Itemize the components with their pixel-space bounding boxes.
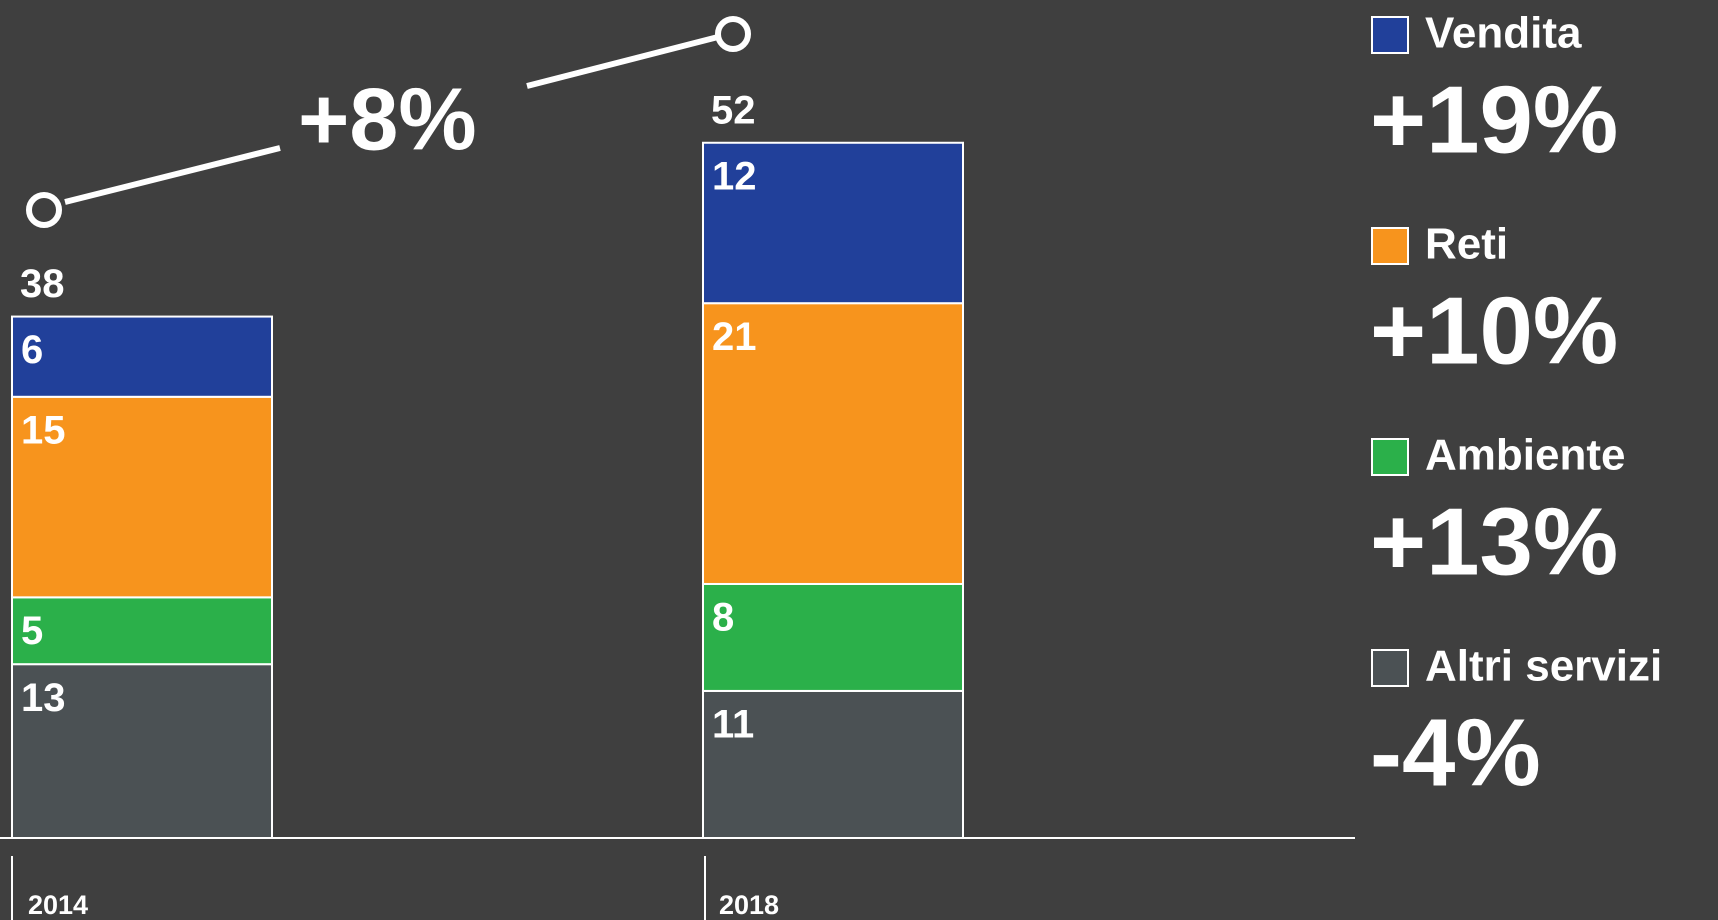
- legend-label: Reti: [1425, 220, 1508, 269]
- segment-label: 11: [712, 702, 754, 746]
- legend-label: Altri servizi: [1425, 642, 1662, 691]
- annotation: +8%: [298, 69, 477, 168]
- segment-label: 5: [21, 609, 43, 653]
- trend-point: [715, 16, 751, 52]
- bar-segment: [11, 395, 273, 599]
- legend-swatch: [1371, 438, 1409, 476]
- trend-line: [526, 34, 719, 89]
- legend-growth: +19%: [1370, 66, 1618, 173]
- bar-segment: [702, 141, 964, 305]
- legend-growth: +13%: [1370, 488, 1618, 595]
- segment-label: 15: [21, 408, 66, 452]
- x-tick-label: 2018: [719, 890, 779, 920]
- segment-label: 6: [21, 328, 43, 372]
- total-label: 52: [711, 88, 756, 132]
- legend-growth: -4%: [1370, 699, 1541, 806]
- legend-label: Ambiente: [1425, 431, 1625, 480]
- legend-swatch: [1371, 16, 1409, 54]
- legend-swatch: [1371, 649, 1409, 687]
- bar-segment: [702, 689, 964, 839]
- segment-label: 8: [712, 596, 734, 640]
- x-tick-label: 2014: [28, 890, 88, 920]
- segment-label: 13: [21, 676, 66, 720]
- legend-swatch: [1371, 227, 1409, 265]
- bar-segment: [11, 663, 273, 839]
- trend-point: [26, 192, 62, 228]
- bar-segment: [11, 315, 273, 398]
- trend-line: [64, 145, 281, 205]
- bar-segment: [702, 582, 964, 692]
- segment-label: 12: [712, 154, 757, 198]
- legend-label: Vendita: [1425, 9, 1582, 58]
- bar-segment: [11, 596, 273, 666]
- bar-segment: [702, 302, 964, 585]
- segment-label: 21: [712, 315, 757, 359]
- total-label: 38: [20, 262, 65, 306]
- legend-growth: +10%: [1370, 277, 1618, 384]
